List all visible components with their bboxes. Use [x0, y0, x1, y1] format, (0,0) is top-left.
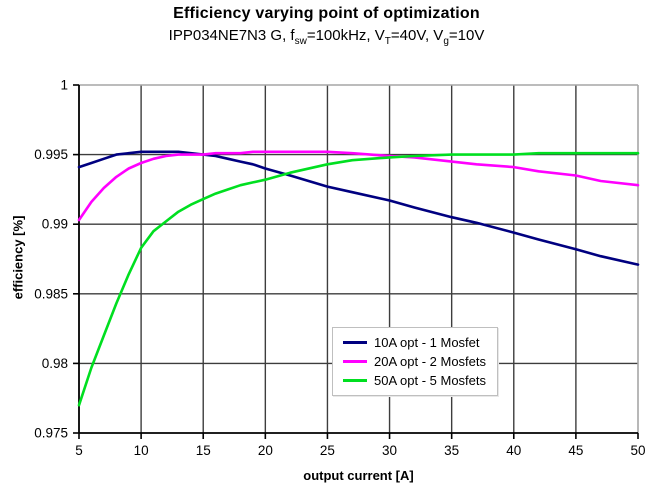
axes	[78, 85, 638, 434]
legend-item-20a: 20A opt - 2 Mosfets	[343, 352, 489, 371]
x-tick-labels: 5 10 15 20 25 30 35 40 45 50	[75, 443, 645, 458]
subtitle-sub-g: g	[443, 36, 449, 47]
y-tick-label: 0.985	[34, 286, 68, 301]
series-line-2	[77, 151, 640, 407]
subtitle-seg2: =100kHz, V	[306, 27, 385, 44]
legend-label: 10A opt - 1 Mosfet	[374, 335, 480, 350]
chart-subtitle: IPP034NE7N3 G, fsw=100kHz, VT=40V, Vg=10…	[0, 27, 653, 47]
y-axis-label: efficiency [%]	[10, 215, 26, 300]
y-tick-label: 0.99	[42, 217, 68, 232]
y-tick-labels: 1 0.995 0.99 0.985 0.98 0.975	[34, 78, 68, 441]
subtitle-seg3: =40V, V	[390, 27, 444, 44]
x-tick-label: 10	[134, 443, 149, 458]
y-tick-label: 0.98	[42, 356, 68, 371]
x-tick-label: 50	[630, 443, 645, 458]
x-tick-label: 35	[444, 443, 459, 458]
legend: 10A opt - 1 Mosfet 20A opt - 2 Mosfets 5…	[332, 327, 498, 396]
y-tick-label: 0.995	[34, 147, 68, 162]
subtitle-sub-t: T	[384, 36, 391, 47]
plot-border	[79, 84, 639, 433]
x-tick-label: 45	[568, 443, 583, 458]
x-tick-label: 5	[75, 443, 83, 458]
x-tick-label: 25	[320, 443, 335, 458]
x-tick-label: 30	[382, 443, 397, 458]
subtitle-seg4: =10V	[448, 27, 485, 44]
tick-marks	[73, 84, 639, 439]
legend-line-swatch-navy	[343, 341, 367, 344]
chart-title: Efficiency varying point of optimization	[173, 5, 480, 22]
legend-label: 50A opt - 5 Mosfets	[374, 373, 487, 388]
series-line-1	[77, 150, 640, 222]
x-tick-label: 15	[196, 443, 211, 458]
subtitle-sub-sw: sw	[294, 36, 307, 47]
x-tick-label: 20	[258, 443, 273, 458]
y-tick-label: 1	[60, 78, 68, 93]
subtitle-seg1: IPP034NE7N3 G, f	[168, 27, 295, 44]
x-axis-label: output current [A]	[303, 468, 414, 483]
legend-label: 20A opt - 2 Mosfets	[374, 354, 487, 369]
y-tick-label: 0.975	[34, 426, 68, 441]
legend-line-swatch-green	[343, 379, 367, 382]
legend-line-swatch-magenta	[343, 360, 367, 363]
x-tick-label: 40	[506, 443, 521, 458]
legend-item-50a: 50A opt - 5 Mosfets	[343, 371, 489, 390]
legend-item-10a: 10A opt - 1 Mosfet	[343, 333, 489, 352]
series-line-0	[77, 150, 640, 266]
